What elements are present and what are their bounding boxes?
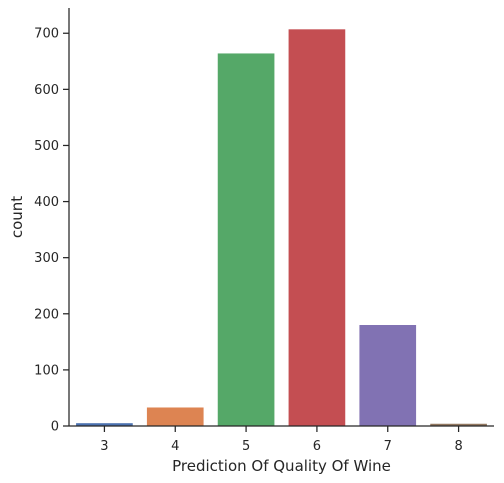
y-tick-label: 0 <box>51 420 59 435</box>
x-axis-ticks: 3 4 5 6 7 8 <box>100 426 463 454</box>
bar-7 <box>359 325 417 426</box>
y-tick-label: 200 <box>34 307 59 322</box>
x-axis-title: Prediction Of Quality Of Wine <box>172 457 391 475</box>
x-tick-label: 6 <box>313 439 321 454</box>
bar-4 <box>146 407 204 426</box>
bar-3 <box>76 423 133 426</box>
x-tick-label: 8 <box>454 439 462 454</box>
y-tick-label: 300 <box>34 251 59 266</box>
bar-6 <box>288 29 346 427</box>
x-tick-label: 7 <box>384 439 392 454</box>
x-tick-label: 4 <box>171 439 179 454</box>
y-axis-ticks: 0 100 200 300 400 500 600 700 <box>34 27 69 435</box>
y-tick-label: 500 <box>34 139 59 154</box>
bar-5 <box>217 53 275 426</box>
y-tick-label: 400 <box>34 195 59 210</box>
bars-group <box>76 29 487 427</box>
bar-8 <box>430 423 487 426</box>
y-tick-label: 600 <box>34 83 59 98</box>
y-tick-label: 700 <box>34 27 59 42</box>
y-axis-title: count <box>8 196 26 238</box>
x-tick-label: 3 <box>100 439 108 454</box>
y-tick-label: 100 <box>34 363 59 378</box>
x-tick-label: 5 <box>242 439 250 454</box>
